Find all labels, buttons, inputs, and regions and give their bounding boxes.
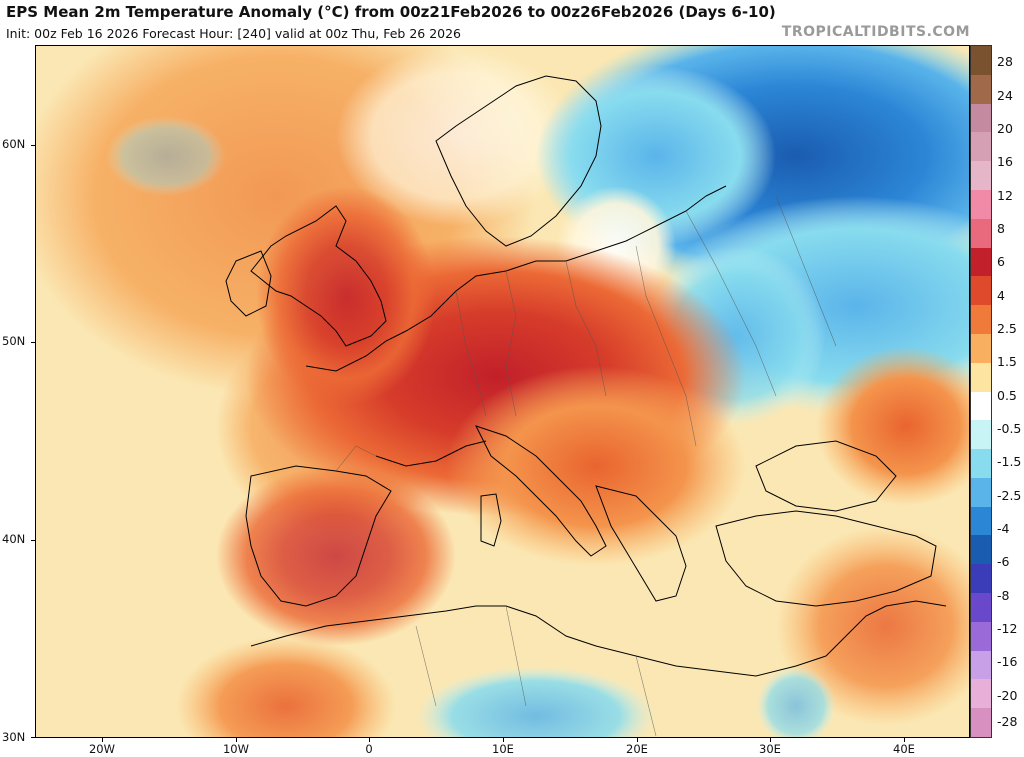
colorbar-label: 28 [997,54,1013,69]
coastlines [225,75,947,677]
lat-label-40n: 40N [2,532,26,546]
lat-tick [31,540,35,541]
colorbar-label: 16 [997,154,1013,169]
colorbar-swatch [971,362,991,393]
lon-label-30e: 30E [759,742,781,756]
colorbar-swatch [971,247,991,278]
colorbar-label: -28 [997,714,1018,729]
anomaly-map-svg [36,46,969,737]
lat-tick [31,342,35,343]
colorbar-label: -6 [997,554,1010,569]
lon-label-20e: 20E [626,742,648,756]
colorbar-swatch [971,103,991,134]
colorbar-swatch [971,132,991,163]
lon-label-10e: 10E [492,742,514,756]
lon-tick [369,738,370,742]
lon-label-10w: 10W [222,742,250,756]
map-title: EPS Mean 2m Temperature Anomaly (°C) fro… [6,3,776,21]
lon-tick [236,738,237,742]
anomaly-map[interactable] [35,45,970,738]
colorbar-label: -0.5 [997,421,1022,436]
colorbar-swatch [971,333,991,364]
colorbar-swatch [971,564,991,595]
colorbar-swatch [971,46,991,76]
map-subtitle: Init: 00z Feb 16 2026 Forecast Hour: [24… [6,26,462,41]
colorbar-label: -1.5 [997,454,1022,469]
lon-tick [503,738,504,742]
colorbar-label: 0.5 [997,388,1017,403]
colorbar-swatch [971,449,991,479]
lat-tick [31,145,35,146]
colorbar-swatch [971,679,991,710]
colorbar-label: 20 [997,121,1013,136]
colorbar-label: -4 [997,521,1010,536]
colorbar-swatch [971,708,991,737]
lon-tick [904,738,905,742]
colorbar-label: 6 [997,254,1005,269]
colorbar-swatch [971,74,991,105]
colorbar-swatch [971,621,991,652]
colorbar-swatch [971,650,991,681]
colorbar-swatch [971,535,991,566]
colorbar-label: 12 [997,188,1013,203]
lon-label-20w: 20W [88,742,116,756]
colorbar-label: -8 [997,588,1010,603]
lon-tick [637,738,638,742]
lon-tick [770,738,771,742]
colorbar-label: -12 [997,621,1018,636]
colorbar-label: -20 [997,688,1018,703]
lat-label-60n: 60N [2,137,26,151]
colorbar-label: -16 [997,654,1018,669]
colorbar-label: 24 [997,88,1013,103]
lon-label-0: 0 [365,742,373,756]
colorbar [970,45,992,738]
brand-watermark: TROPICALTIDBITS.COM [781,24,970,40]
colorbar-swatch [971,420,991,451]
colorbar-swatch [971,593,991,623]
colorbar-swatch [971,506,991,537]
lon-tick [102,738,103,742]
colorbar-swatch [971,276,991,307]
country-borders [335,195,837,737]
colorbar-label: 8 [997,221,1005,236]
colorbar-swatch [971,305,991,335]
colorbar-swatch [971,218,991,249]
lat-tick [31,737,35,738]
lat-label-30n: 30N [2,730,26,744]
colorbar-label: 1.5 [997,354,1017,369]
colorbar-swatch [971,189,991,220]
colorbar-label: 4 [997,288,1005,303]
colorbar-swatch [971,391,991,422]
lon-label-40e: 40E [893,742,915,756]
colorbar-swatch [971,477,991,508]
colorbar-label: -2.5 [997,488,1022,503]
colorbar-swatch [971,161,991,191]
colorbar-label: 2.5 [997,321,1017,336]
lat-label-50n: 50N [2,334,26,348]
